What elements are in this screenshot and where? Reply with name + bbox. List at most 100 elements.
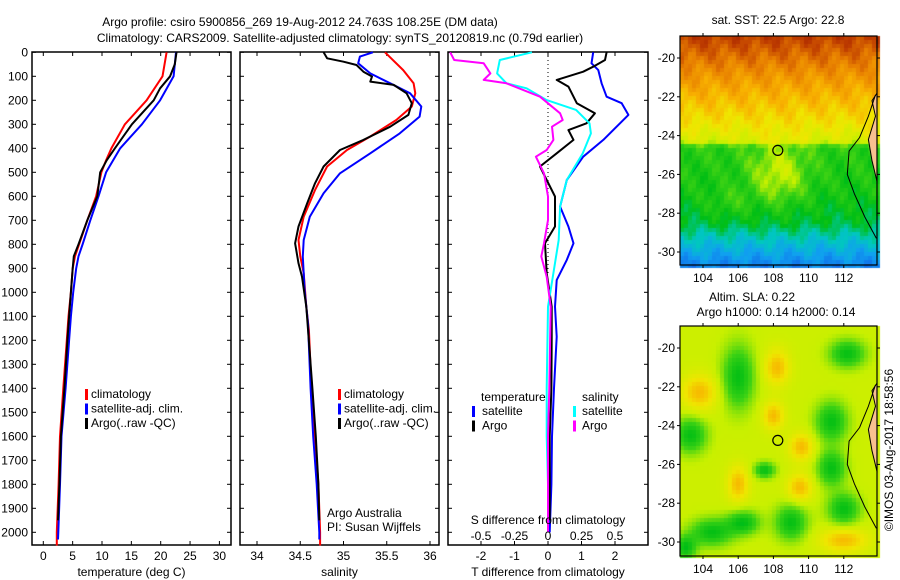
- y-tick-label: 700: [8, 213, 28, 227]
- lon-tick-label: 108: [763, 562, 783, 576]
- legend-swatch: [472, 406, 475, 417]
- legend-label: satellite: [482, 404, 523, 418]
- coastline: [867, 92, 878, 183]
- x-tick-label: -2: [476, 549, 487, 563]
- y-tick-label: 900: [8, 261, 28, 275]
- difference-series-salinity-satellite: [496, 51, 592, 533]
- lon-tick-label: 112: [834, 271, 853, 285]
- legend-label: satellite-adj. clim.: [344, 402, 436, 416]
- legend-swatch: [573, 406, 576, 417]
- lon-tick-label: 106: [728, 562, 748, 576]
- credit-argo-australia: Argo Australia: [327, 506, 402, 520]
- legend-label: Argo(..raw -QC): [344, 416, 429, 430]
- salinity-series-argo-raw-qc-: [294, 51, 413, 521]
- x-tick-label: 34: [250, 549, 264, 563]
- lat-tick-label: -28: [658, 496, 676, 510]
- y-tick-label: 1300: [1, 357, 28, 371]
- sla-map-title: Altim. SLA: 0.22: [709, 290, 795, 304]
- x-tick-label: 5: [69, 549, 76, 563]
- sst_map-axes: [677, 33, 880, 268]
- y-tick-label: 1400: [1, 381, 28, 395]
- lat-tick-label: -30: [658, 245, 676, 259]
- y-tick-label: 500: [8, 165, 28, 179]
- x-tick-label: 35.5: [375, 549, 399, 563]
- x2-tick-label: 0.5: [607, 529, 624, 543]
- legend-swatch: [85, 418, 88, 429]
- lat-tick-label: -24: [658, 419, 676, 433]
- y-tick-label: 1700: [1, 453, 28, 467]
- salinity-x-axis-label: salinity: [321, 565, 358, 579]
- lat-tick-label: -26: [658, 457, 676, 471]
- lat-tick-label: -24: [658, 129, 676, 143]
- x-tick-label: 1: [578, 549, 585, 563]
- x2-tick-label: 0: [545, 529, 552, 543]
- temperature-panel: [31, 51, 232, 546]
- legend-swatch: [85, 403, 88, 415]
- x-tick-label: 25: [183, 549, 197, 563]
- legend-swatch: [338, 403, 341, 415]
- y-tick-label: 1000: [1, 285, 28, 299]
- y-tick-label: 400: [8, 141, 28, 155]
- legend-swatch: [338, 418, 341, 429]
- x-tick-label: 20: [154, 549, 168, 563]
- legend-swatch: [573, 420, 576, 432]
- lon-tick-label: 106: [728, 271, 748, 285]
- y-tick-label: 800: [8, 237, 28, 251]
- difference-panel: [447, 51, 649, 546]
- salinity-series-satellite-adj-clim-: [301, 51, 423, 540]
- legend-header-temperature: temperature: [481, 390, 546, 404]
- legend-swatch: [338, 389, 341, 400]
- legend-label: Argo(..raw -QC): [91, 416, 176, 430]
- lat-tick-label: -20: [658, 341, 676, 355]
- difference-series-salinity-argo: [449, 51, 564, 533]
- lat-tick-label: -22: [658, 380, 676, 394]
- lon-tick-label: 110: [799, 562, 818, 576]
- temperature-x-axis-label: temperature (deg C): [77, 565, 185, 579]
- lat-tick-label: -28: [658, 206, 676, 220]
- y-tick-label: 100: [8, 69, 28, 83]
- lon-tick-label: 112: [834, 562, 853, 576]
- x-tick-label: 0: [545, 549, 552, 563]
- y-tick-label: 2000: [1, 525, 28, 539]
- lon-tick-label: 110: [799, 271, 818, 285]
- y-tick-label: 1200: [1, 333, 28, 347]
- salinity-axes-frame: [239, 51, 440, 546]
- y-tick-label: 300: [8, 117, 28, 131]
- lat-tick-label: -30: [658, 535, 676, 549]
- legend-label: Argo: [582, 419, 608, 433]
- sla-map-subtitle: Argo h1000: 0.14 h2000: 0.14: [697, 305, 856, 319]
- argo-float-marker: [772, 144, 784, 157]
- imos-timestamp: ©IMOS 03-Aug-2017 18:58:56: [882, 369, 896, 532]
- x2-tick-label: -0.5: [471, 529, 492, 543]
- y-tick-label: 1500: [1, 405, 28, 419]
- x-tick-label: 36: [423, 549, 437, 563]
- y-tick-label: 200: [8, 93, 28, 107]
- legend-label: Argo: [482, 419, 508, 433]
- y-tick-label: 1900: [1, 501, 28, 515]
- legend-header-salinity: salinity: [582, 390, 619, 404]
- y-tick-label: 1600: [1, 429, 28, 443]
- x-tick-label: 10: [95, 549, 109, 563]
- argo-float-marker: [772, 434, 784, 447]
- difference-x2-axis-label: S difference from climatology: [471, 513, 626, 527]
- lat-tick-label: -26: [658, 167, 676, 181]
- x-tick-label: 35: [337, 549, 351, 563]
- difference-x-axis-label: T difference from climatology: [471, 565, 625, 579]
- sla_map-frame: [679, 325, 878, 557]
- salinity-panel: [239, 51, 440, 546]
- legend-swatch: [472, 420, 475, 432]
- x-tick-label: 15: [125, 549, 139, 563]
- lon-tick-label: 108: [763, 271, 783, 285]
- temperature-series-satellite-adj-clim-: [57, 52, 177, 540]
- legend-label: climatology: [344, 387, 404, 401]
- lon-tick-label: 104: [693, 562, 713, 576]
- lat-tick-label: -22: [658, 90, 676, 104]
- legend-label: satellite-adj. clim.: [91, 402, 183, 416]
- legend-swatch: [85, 389, 88, 400]
- sst-map-title: sat. SST: 22.5 Argo: 22.8: [712, 13, 845, 27]
- y-tick-label: 1100: [2, 309, 28, 323]
- sla_map-axes: [677, 323, 880, 559]
- x-tick-label: 34.5: [289, 549, 313, 563]
